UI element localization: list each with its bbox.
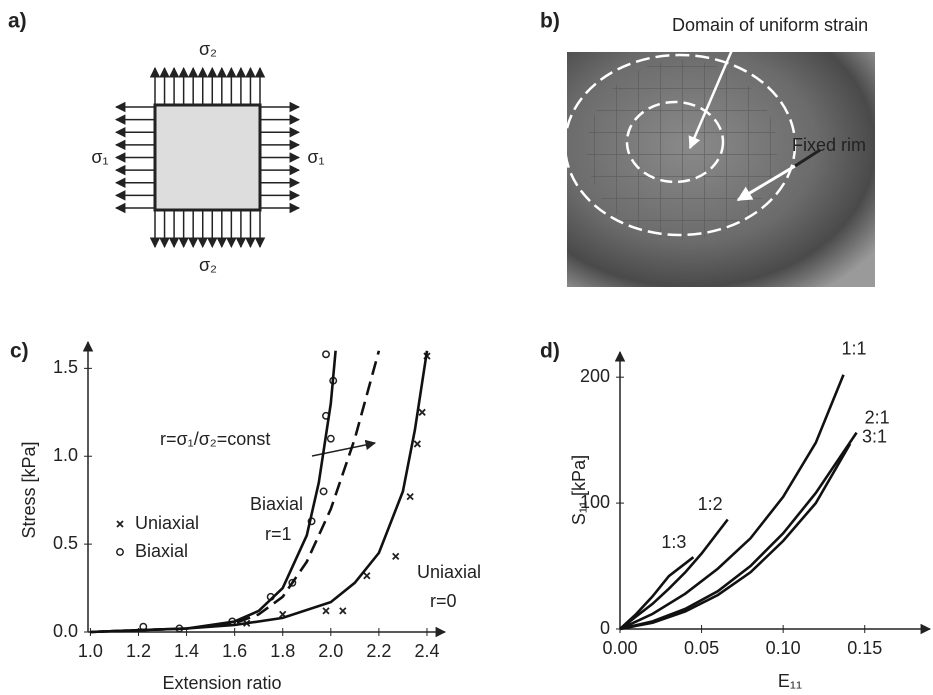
- legend-marker: [116, 548, 124, 556]
- annotation: r=σ₁/σ₂=const: [160, 429, 270, 449]
- x-tick-label: 1.4: [174, 641, 199, 661]
- curve: [619, 374, 845, 631]
- specimen: [153, 103, 262, 212]
- curve: [90, 350, 429, 634]
- x-tick-label: 0.05: [684, 638, 719, 658]
- curve: [619, 518, 729, 631]
- annotation: Uniaxial: [417, 562, 481, 582]
- arrow: [736, 164, 796, 202]
- y-tick-label: 0.0: [53, 621, 78, 641]
- annotation: r=0: [430, 591, 457, 611]
- series-label: 1:2: [698, 494, 723, 514]
- x-tick-label: 1.0: [78, 641, 103, 661]
- y-tick-label: 100: [580, 492, 610, 512]
- stress-label: σ₁: [91, 147, 108, 167]
- annotation: Fixed rim: [792, 135, 866, 155]
- x-tick-label: 0.00: [602, 638, 637, 658]
- x-tick-label: 0.10: [766, 638, 801, 658]
- y-axis-title: Stress [kPa]: [19, 441, 39, 538]
- y-tick-label: 200: [580, 366, 610, 386]
- x-axis-title: E₁₁: [778, 671, 802, 691]
- uniform-circle: [625, 100, 725, 184]
- panel-b: b) Domain of uniform strain Fixed rim: [540, 10, 875, 287]
- x-tick-label: 2.4: [414, 641, 439, 661]
- x-tick-label: 1.2: [126, 641, 151, 661]
- point: [392, 552, 400, 561]
- point: [413, 440, 421, 448]
- y-tick-label: 0: [600, 618, 610, 638]
- series-label: 3:1: [862, 427, 887, 447]
- annotation: Biaxial: [250, 494, 303, 514]
- x-tick-label: 2.2: [366, 641, 391, 661]
- point: [363, 572, 371, 580]
- photo-grid: [587, 60, 777, 240]
- stress-label: σ₂: [199, 39, 217, 59]
- stress-label: σ₂: [199, 255, 217, 275]
- point: [322, 350, 330, 359]
- curve: [619, 556, 695, 630]
- annotation-arrow: [311, 439, 377, 457]
- curve: [90, 350, 381, 634]
- x-tick-label: 1.6: [222, 641, 247, 661]
- point: [322, 607, 330, 615]
- point: [319, 487, 328, 496]
- stress-label: σ₁: [307, 147, 324, 167]
- point: [406, 493, 414, 501]
- panel-label: a): [8, 10, 27, 33]
- y-tick-label: 0.5: [53, 533, 78, 553]
- curve: [90, 350, 337, 634]
- y-tick-label: 1.5: [53, 357, 78, 377]
- series-label: 2:1: [865, 407, 890, 427]
- panel-a: a) σ₂ σ₁ σ₁ σ₂: [8, 10, 325, 275]
- point: [418, 408, 426, 416]
- series-label: 1:3: [661, 532, 686, 552]
- y-tick-label: 1.0: [53, 445, 78, 465]
- curve: [619, 443, 852, 631]
- point: [326, 434, 335, 443]
- panel-label: c): [10, 340, 29, 363]
- point: [339, 607, 347, 615]
- annotation: Domain of uniform strain: [672, 15, 868, 35]
- panel-label: d): [540, 340, 560, 363]
- legend-marker: [116, 520, 124, 528]
- arrow: [688, 35, 740, 150]
- legend-label: Uniaxial: [135, 513, 199, 533]
- x-tick-label: 0.15: [847, 638, 882, 658]
- annotation: r=1: [265, 524, 292, 544]
- x-axis-title: Extension ratio: [162, 673, 281, 693]
- point: [288, 578, 297, 587]
- series-label: 1:1: [842, 338, 867, 358]
- curve: [619, 431, 858, 631]
- x-tick-label: 1.8: [270, 641, 295, 661]
- arrow: [794, 148, 821, 168]
- legend-label: Biaxial: [135, 541, 188, 561]
- panel-label: b): [540, 10, 560, 33]
- rim-circle: [563, 53, 797, 237]
- x-tick-label: 2.0: [318, 641, 343, 661]
- y-axis-title: S₁₁ [kPa]: [569, 455, 589, 525]
